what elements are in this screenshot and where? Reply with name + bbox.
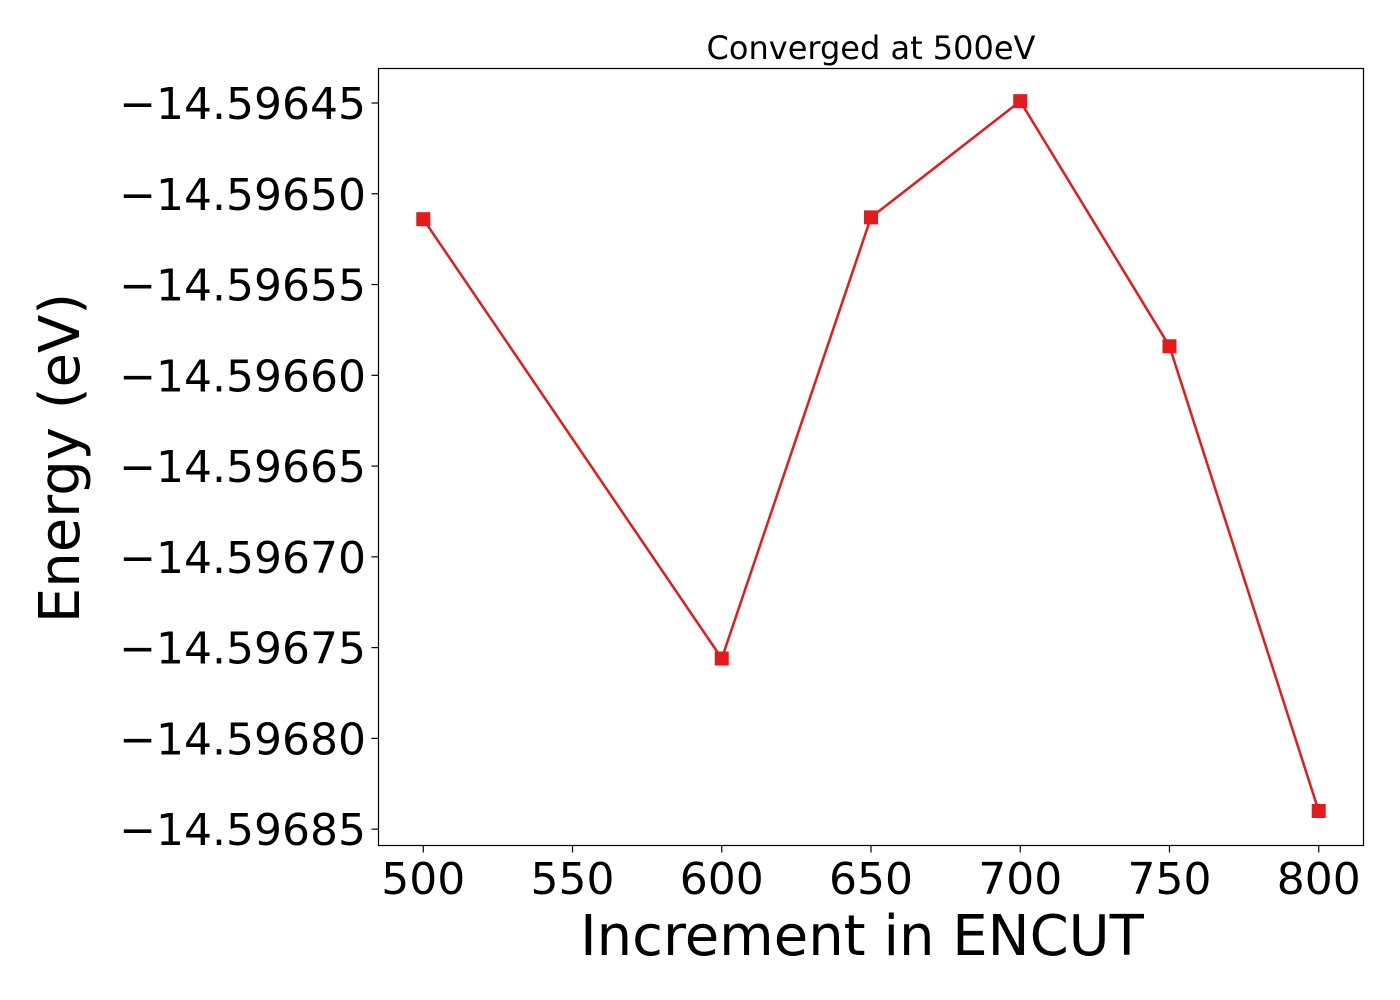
data-point-marker xyxy=(1162,339,1177,354)
data-point-marker xyxy=(416,212,431,227)
x-tick-label: 500 xyxy=(381,854,465,905)
y-tick-label: −14.59680 xyxy=(119,714,366,765)
series-layer xyxy=(416,94,1326,819)
x-tick-label: 550 xyxy=(531,854,615,905)
data-point-marker xyxy=(864,210,878,225)
y-tick-label: −14.59675 xyxy=(119,624,366,675)
data-point-marker xyxy=(1311,804,1326,819)
x-axis-label: Increment in ENCUT xyxy=(580,904,1145,969)
y-axis-ticks: −14.59645 −14.59650 −14.59655 −14.59660 −14.… xyxy=(119,79,379,856)
chart-title: Converged at 500eV xyxy=(707,29,1036,67)
x-tick-label: 750 xyxy=(1127,854,1211,905)
y-tick-label: −14.59655 xyxy=(119,261,366,312)
x-tick-label: 800 xyxy=(1277,854,1361,905)
x-tick-label: 600 xyxy=(680,854,764,905)
plot-frame xyxy=(377,67,1365,847)
y-tick-label: −14.59660 xyxy=(119,351,366,402)
x-tick-label: 700 xyxy=(978,854,1062,905)
y-tick-label: −14.59685 xyxy=(119,805,366,856)
series-line xyxy=(422,99,1320,812)
y-tick-label: −14.59650 xyxy=(119,170,366,221)
y-tick-label: −14.59670 xyxy=(119,533,366,584)
data-point-marker xyxy=(714,651,729,666)
x-tick-label: 650 xyxy=(829,854,913,905)
y-tick-label: −14.59665 xyxy=(119,442,366,493)
y-axis-label: Energy (eV) xyxy=(28,293,93,623)
y-tick-label: −14.59645 xyxy=(119,79,366,130)
data-point-marker xyxy=(1013,94,1028,109)
x-axis-ticks: 500 550 600 650 700 750 800 xyxy=(381,845,1361,905)
